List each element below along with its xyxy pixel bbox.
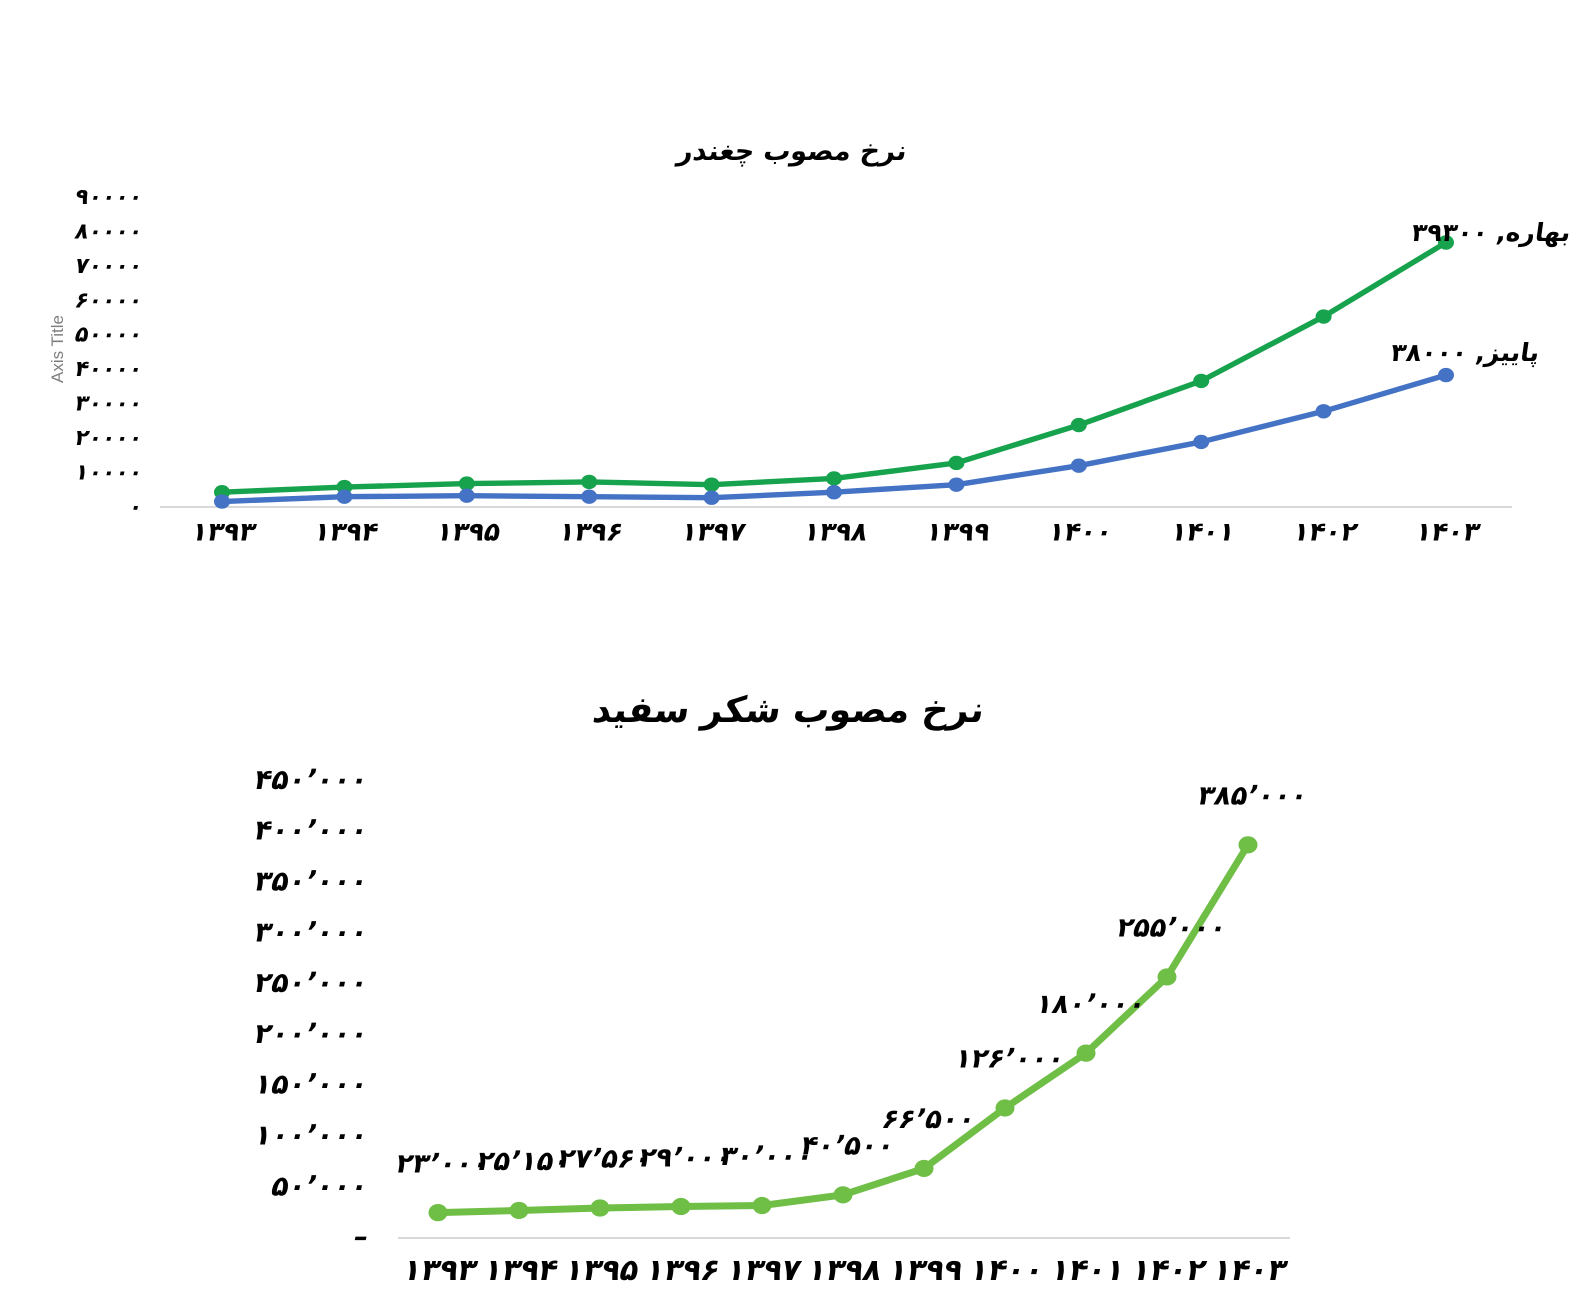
x-tick-label: ۱۴۰۲	[1290, 518, 1360, 548]
x-tick-label: ۱۴۰۲	[1129, 1253, 1210, 1288]
data-point	[995, 1099, 1015, 1117]
x-tick-label: ۱۳۹۵	[434, 518, 504, 548]
data-point-label: ۲۹٬۰۰۰	[636, 1143, 735, 1174]
data-point	[1238, 836, 1258, 854]
x-tick-label: ۱۳۹۵	[562, 1253, 643, 1288]
data-point	[1076, 1044, 1096, 1062]
x-tick-label: ۱۳۹۶	[556, 518, 626, 548]
x-tick-label: ۱۳۹۸	[801, 518, 871, 548]
data-point	[428, 1204, 448, 1222]
x-tick-label: ۱۳۹۴	[481, 1253, 562, 1288]
series-end-label: بهاره, ۳۹۳۰۰	[1410, 218, 1573, 248]
y-tick-label: ۷۰۰۰۰	[73, 253, 146, 279]
y-tick-label: ۱۰۰٬۰۰۰	[251, 1119, 371, 1152]
data-point	[458, 488, 475, 503]
data-point	[1193, 434, 1210, 450]
x-tick-label: ۱۳۹۳	[400, 1253, 481, 1288]
data-point	[581, 474, 598, 490]
y-tick-label: ۳۵۰٬۰۰۰	[251, 865, 371, 898]
data-point-label: ۱۲۶٬۰۰۰	[952, 1044, 1068, 1075]
series-line-0	[219, 239, 1449, 495]
x-tick-label: ۱۴۰۰	[1046, 518, 1116, 548]
data-point-label: ۲۵٬۱۵۰	[474, 1146, 573, 1177]
data-point	[214, 494, 230, 509]
data-point	[914, 1159, 934, 1178]
y-tick-label: ۵۰۰۰۰	[73, 322, 146, 348]
x-tick-label: ۱۳۹۴	[311, 518, 381, 548]
x-tick-label: ۱۳۹۹	[886, 1253, 967, 1288]
y-tick-label: ۴۰۰۰۰	[73, 356, 146, 382]
sugar-chart-plot: ۴۵۰٬۰۰۰ ۴۰۰٬۰۰۰ ۳۵۰٬۰۰۰ ۳۰۰٬۰۰۰ ۲۵۰٬۰۰۰ ۲۰۰٬۰…	[251, 763, 1310, 1288]
data-point	[948, 455, 965, 471]
data-point	[581, 489, 598, 504]
y-tick-label: ۲۰۰٬۰۰۰	[251, 1017, 371, 1050]
data-point	[1315, 309, 1332, 324]
x-tick-label: ۱۴۰۱	[1168, 518, 1238, 548]
data-point	[1070, 458, 1087, 473]
data-point-label: ۳۰٬۰۰۰	[717, 1142, 816, 1173]
y-tick-label: ۸۰۰۰۰	[73, 219, 146, 245]
y-tick-label: ۰	[126, 494, 145, 520]
data-point	[336, 489, 353, 504]
data-point-label: ۲۵۵٬۰۰۰	[1114, 913, 1230, 944]
x-tick-label: ۱۳۹۸	[805, 1253, 886, 1288]
data-point	[1157, 968, 1177, 986]
y-tick-label: ۵۰٬۰۰۰	[268, 1170, 371, 1203]
beet-chart-title: نرخ مصوب چغندر	[673, 136, 909, 167]
data-point	[826, 471, 842, 486]
x-tick-label: ۱۳۹۷	[678, 518, 748, 548]
data-point	[752, 1196, 772, 1215]
data-point	[671, 1197, 691, 1216]
beet-chart-plot: ۹۰۰۰۰ ۸۰۰۰۰ ۷۰۰۰۰ ۶۰۰۰۰ ۵۰۰۰۰ ۴۰۰۰۰ ۳۰۰۰۰ ۲۰۰۰۰…	[73, 184, 1573, 547]
x-tick-label: ۱۴۰۱	[1048, 1253, 1129, 1288]
data-point	[1438, 367, 1454, 383]
y-tick-label: ۳۰۰۰۰	[73, 391, 146, 417]
x-tick-label: ۱۴۰۰	[967, 1253, 1048, 1288]
data-point	[1070, 417, 1087, 433]
data-point-label: ۲۷٬۵۶۰	[555, 1144, 654, 1175]
y-tick-label: ۲۵۰٬۰۰۰	[251, 966, 371, 999]
x-tick-label: ۱۳۹۷	[724, 1253, 805, 1288]
y-tick-label: ۱۰۰۰۰	[73, 460, 146, 486]
x-tick-label: ۱۳۹۶	[643, 1253, 724, 1288]
data-point	[1315, 404, 1332, 419]
beet-y-axis-title: Axis Title	[48, 315, 67, 383]
y-tick-label: ۶۰۰۰۰	[73, 287, 146, 313]
data-point	[1193, 373, 1210, 389]
data-point	[1438, 235, 1454, 250]
x-tick-label: ۱۳۹۳	[189, 518, 259, 548]
data-point-label: ۱۸۰٬۰۰۰	[1033, 989, 1149, 1020]
y-tick-label: ۹۰۰۰۰	[73, 184, 146, 210]
y-tick-label: ۱۵۰٬۰۰۰	[251, 1068, 371, 1101]
data-point-label: ۴۰٬۵۰۰	[798, 1131, 897, 1162]
data-point-label: ۶۶٬۵۰۰	[879, 1104, 978, 1135]
y-tick-label: –	[351, 1220, 372, 1253]
series-end-label: پاییز, ۳۸۰۰۰	[1389, 338, 1542, 368]
data-point	[590, 1199, 610, 1217]
x-tick-label: ۱۴۰۳	[1413, 518, 1483, 548]
data-point	[948, 477, 965, 492]
data-point	[703, 490, 720, 505]
y-tick-label: ۴۵۰٬۰۰۰	[251, 763, 371, 796]
y-tick-label: ۲۰۰۰۰	[73, 425, 146, 451]
data-point	[703, 477, 720, 492]
x-tick-label: ۱۴۰۳	[1210, 1253, 1291, 1288]
data-point-label: ۳۸۵٬۰۰۰	[1195, 781, 1311, 812]
y-tick-label: ۳۰۰٬۰۰۰	[251, 916, 371, 949]
data-point	[509, 1201, 529, 1220]
data-point	[833, 1186, 853, 1204]
x-tick-label: ۱۳۹۹	[923, 518, 993, 548]
sugar-chart-title: نرخ مصوب شکر سفید	[590, 688, 987, 731]
data-point	[458, 476, 475, 491]
data-point	[826, 485, 842, 500]
data-point-label: ۲۳٬۰۰۰	[393, 1149, 492, 1180]
y-tick-label: ۴۰۰٬۰۰۰	[251, 814, 371, 847]
